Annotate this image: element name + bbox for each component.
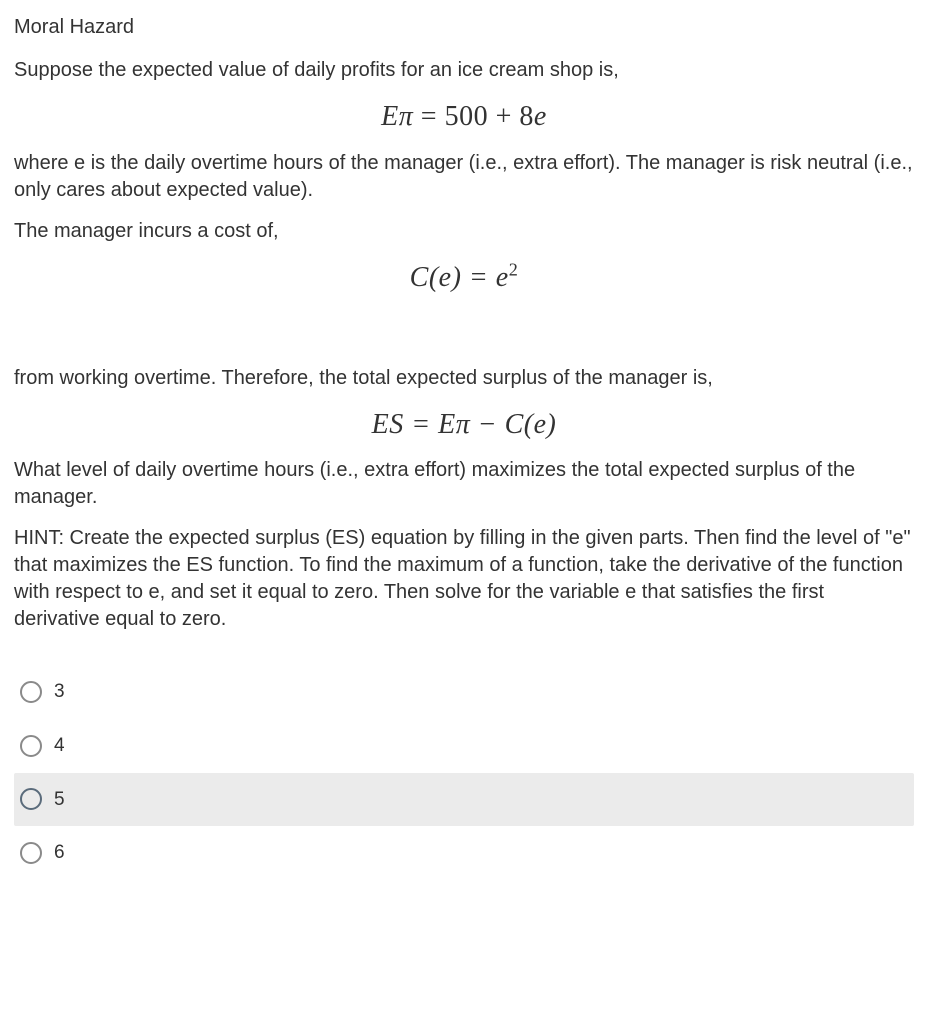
question-title: Moral Hazard bbox=[14, 14, 914, 41]
option-label: 4 bbox=[54, 733, 65, 759]
radio-icon[interactable] bbox=[20, 735, 42, 757]
paragraph-1: Suppose the expected value of daily prof… bbox=[14, 57, 914, 84]
option-label: 6 bbox=[54, 840, 65, 866]
equation-2: C(e) = e2 bbox=[14, 259, 914, 297]
options-list: 3 4 5 6 bbox=[14, 665, 914, 880]
question-page: Moral Hazard Suppose the expected value … bbox=[0, 0, 928, 900]
radio-icon[interactable] bbox=[20, 788, 42, 810]
option-row-1[interactable]: 4 bbox=[14, 719, 914, 773]
hint: HINT: Create the expected surplus (ES) e… bbox=[14, 525, 914, 633]
equation-1: Eπ = 500 + 8e bbox=[14, 98, 914, 136]
paragraph-2: where e is the daily overtime hours of t… bbox=[14, 150, 914, 204]
option-row-2[interactable]: 5 bbox=[14, 773, 914, 827]
eq2-sup: 2 bbox=[509, 259, 519, 279]
eq1-rhs-e: e bbox=[534, 101, 547, 132]
eq1-rhs-num: = 500 + 8 bbox=[413, 101, 534, 132]
paragraph-4: from working overtime. Therefore, the to… bbox=[14, 365, 914, 392]
option-row-0[interactable]: 3 bbox=[14, 665, 914, 719]
paragraph-5: What level of daily overtime hours (i.e.… bbox=[14, 457, 914, 511]
equation-3: ES = Eπ − C(e) bbox=[14, 406, 914, 444]
option-label: 3 bbox=[54, 679, 65, 705]
option-label: 5 bbox=[54, 787, 65, 813]
spacer bbox=[14, 311, 914, 351]
eq1-lhs: Eπ bbox=[381, 101, 413, 132]
radio-icon[interactable] bbox=[20, 842, 42, 864]
eq2-lhs: C(e) = e bbox=[410, 262, 509, 293]
paragraph-3: The manager incurs a cost of, bbox=[14, 218, 914, 245]
radio-icon[interactable] bbox=[20, 681, 42, 703]
option-row-3[interactable]: 6 bbox=[14, 826, 914, 880]
